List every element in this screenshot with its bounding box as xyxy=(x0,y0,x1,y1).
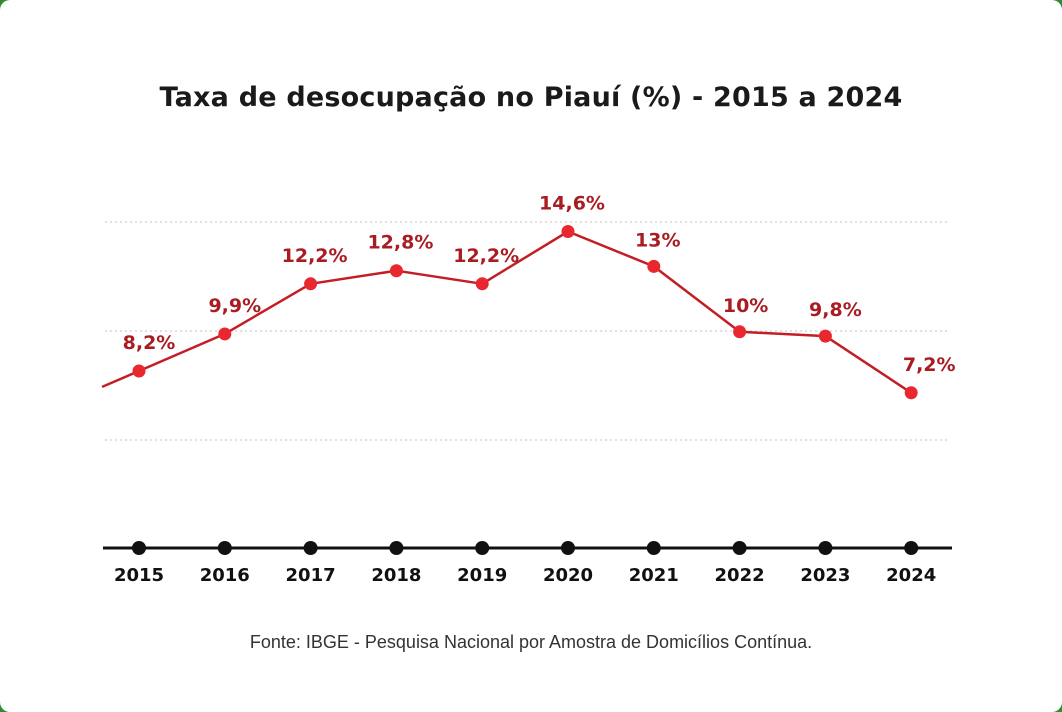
data-label-2018: 12,8% xyxy=(367,232,433,254)
x-tick-label-2022: 2022 xyxy=(715,565,765,586)
data-label-2019: 12,2% xyxy=(453,245,519,267)
data-point-2021 xyxy=(647,259,661,273)
data-label-2020: 14,6% xyxy=(539,192,605,214)
gridlines xyxy=(105,221,950,441)
data-label-2024: 7,2% xyxy=(903,354,956,376)
x-tick-label-2021: 2021 xyxy=(629,565,679,586)
x-tick-label-2020: 2020 xyxy=(543,565,593,586)
x-tick-dot-2023 xyxy=(818,541,833,555)
x-tick-dot-2018 xyxy=(389,541,404,555)
data-label-2022: 10% xyxy=(723,295,768,317)
data-point-2023 xyxy=(818,329,832,343)
x-tick-dot-2016 xyxy=(217,541,232,555)
source-note: Fonte: IBGE - Pesquisa Nacional por Amos… xyxy=(249,632,813,652)
data-point-2016 xyxy=(218,327,232,341)
data-label-2017: 12,2% xyxy=(282,245,348,267)
data-label-2021: 13% xyxy=(635,229,680,251)
x-tick-label-2024: 2024 xyxy=(886,565,936,586)
x-tick-dot-2017 xyxy=(303,541,318,555)
x-axis: 2015 2016 2017 2018 2019 2020 2021 2022 2023 2024 xyxy=(103,541,952,586)
x-tick-dot-2024 xyxy=(904,541,919,555)
data-point-2015 xyxy=(132,364,146,378)
data-point-2017 xyxy=(304,277,318,291)
x-tick-dot-2019 xyxy=(475,541,490,555)
data-label-2023: 9,8% xyxy=(809,299,862,321)
data-point-2019 xyxy=(475,277,489,291)
x-tick-label-2018: 2018 xyxy=(371,565,421,586)
data-point-2020 xyxy=(561,224,575,238)
x-tick-dot-2022 xyxy=(732,541,747,555)
data-point-2022 xyxy=(733,325,747,339)
data-point-2024 xyxy=(904,386,918,400)
data-labels: 8,2% 9,9% 12,2% 12,8% 12,2% 14,6% 13% 10% 9,8% 7,… xyxy=(123,192,956,375)
x-tick-dot-2020 xyxy=(561,541,575,555)
x-tick-label-2016: 2016 xyxy=(200,565,250,586)
chart-title: Taxa de desocupação no Piauí (%) - 2015 … xyxy=(159,82,903,113)
data-label-2015: 8,2% xyxy=(123,332,176,354)
data-point-2018 xyxy=(389,264,403,278)
x-tick-label-2023: 2023 xyxy=(800,565,850,586)
x-tick-dot-2015 xyxy=(132,541,146,555)
x-tick-dot-2021 xyxy=(646,541,661,555)
x-tick-label-2015: 2015 xyxy=(114,565,164,586)
data-points xyxy=(132,224,918,400)
x-tick-label-2017: 2017 xyxy=(286,565,336,586)
data-label-2016: 9,9% xyxy=(208,295,261,317)
x-tick-label-2019: 2019 xyxy=(457,565,507,586)
